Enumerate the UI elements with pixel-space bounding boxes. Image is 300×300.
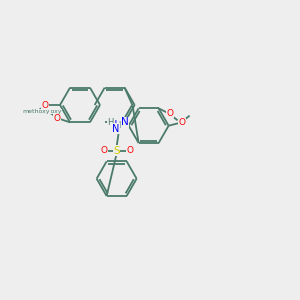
- Text: methoxy: methoxy: [34, 109, 62, 114]
- Text: O: O: [100, 146, 107, 155]
- Text: H: H: [107, 118, 114, 127]
- Text: O: O: [166, 109, 173, 118]
- Text: methoxy: methoxy: [22, 110, 50, 115]
- Text: O: O: [126, 146, 133, 155]
- Text: S: S: [113, 146, 120, 156]
- Text: N: N: [112, 124, 119, 134]
- Text: N: N: [110, 120, 118, 130]
- Text: O: O: [41, 100, 49, 109]
- Text: N: N: [121, 117, 128, 127]
- Text: H: H: [115, 121, 121, 130]
- Text: O: O: [53, 114, 61, 123]
- Text: O: O: [178, 118, 185, 127]
